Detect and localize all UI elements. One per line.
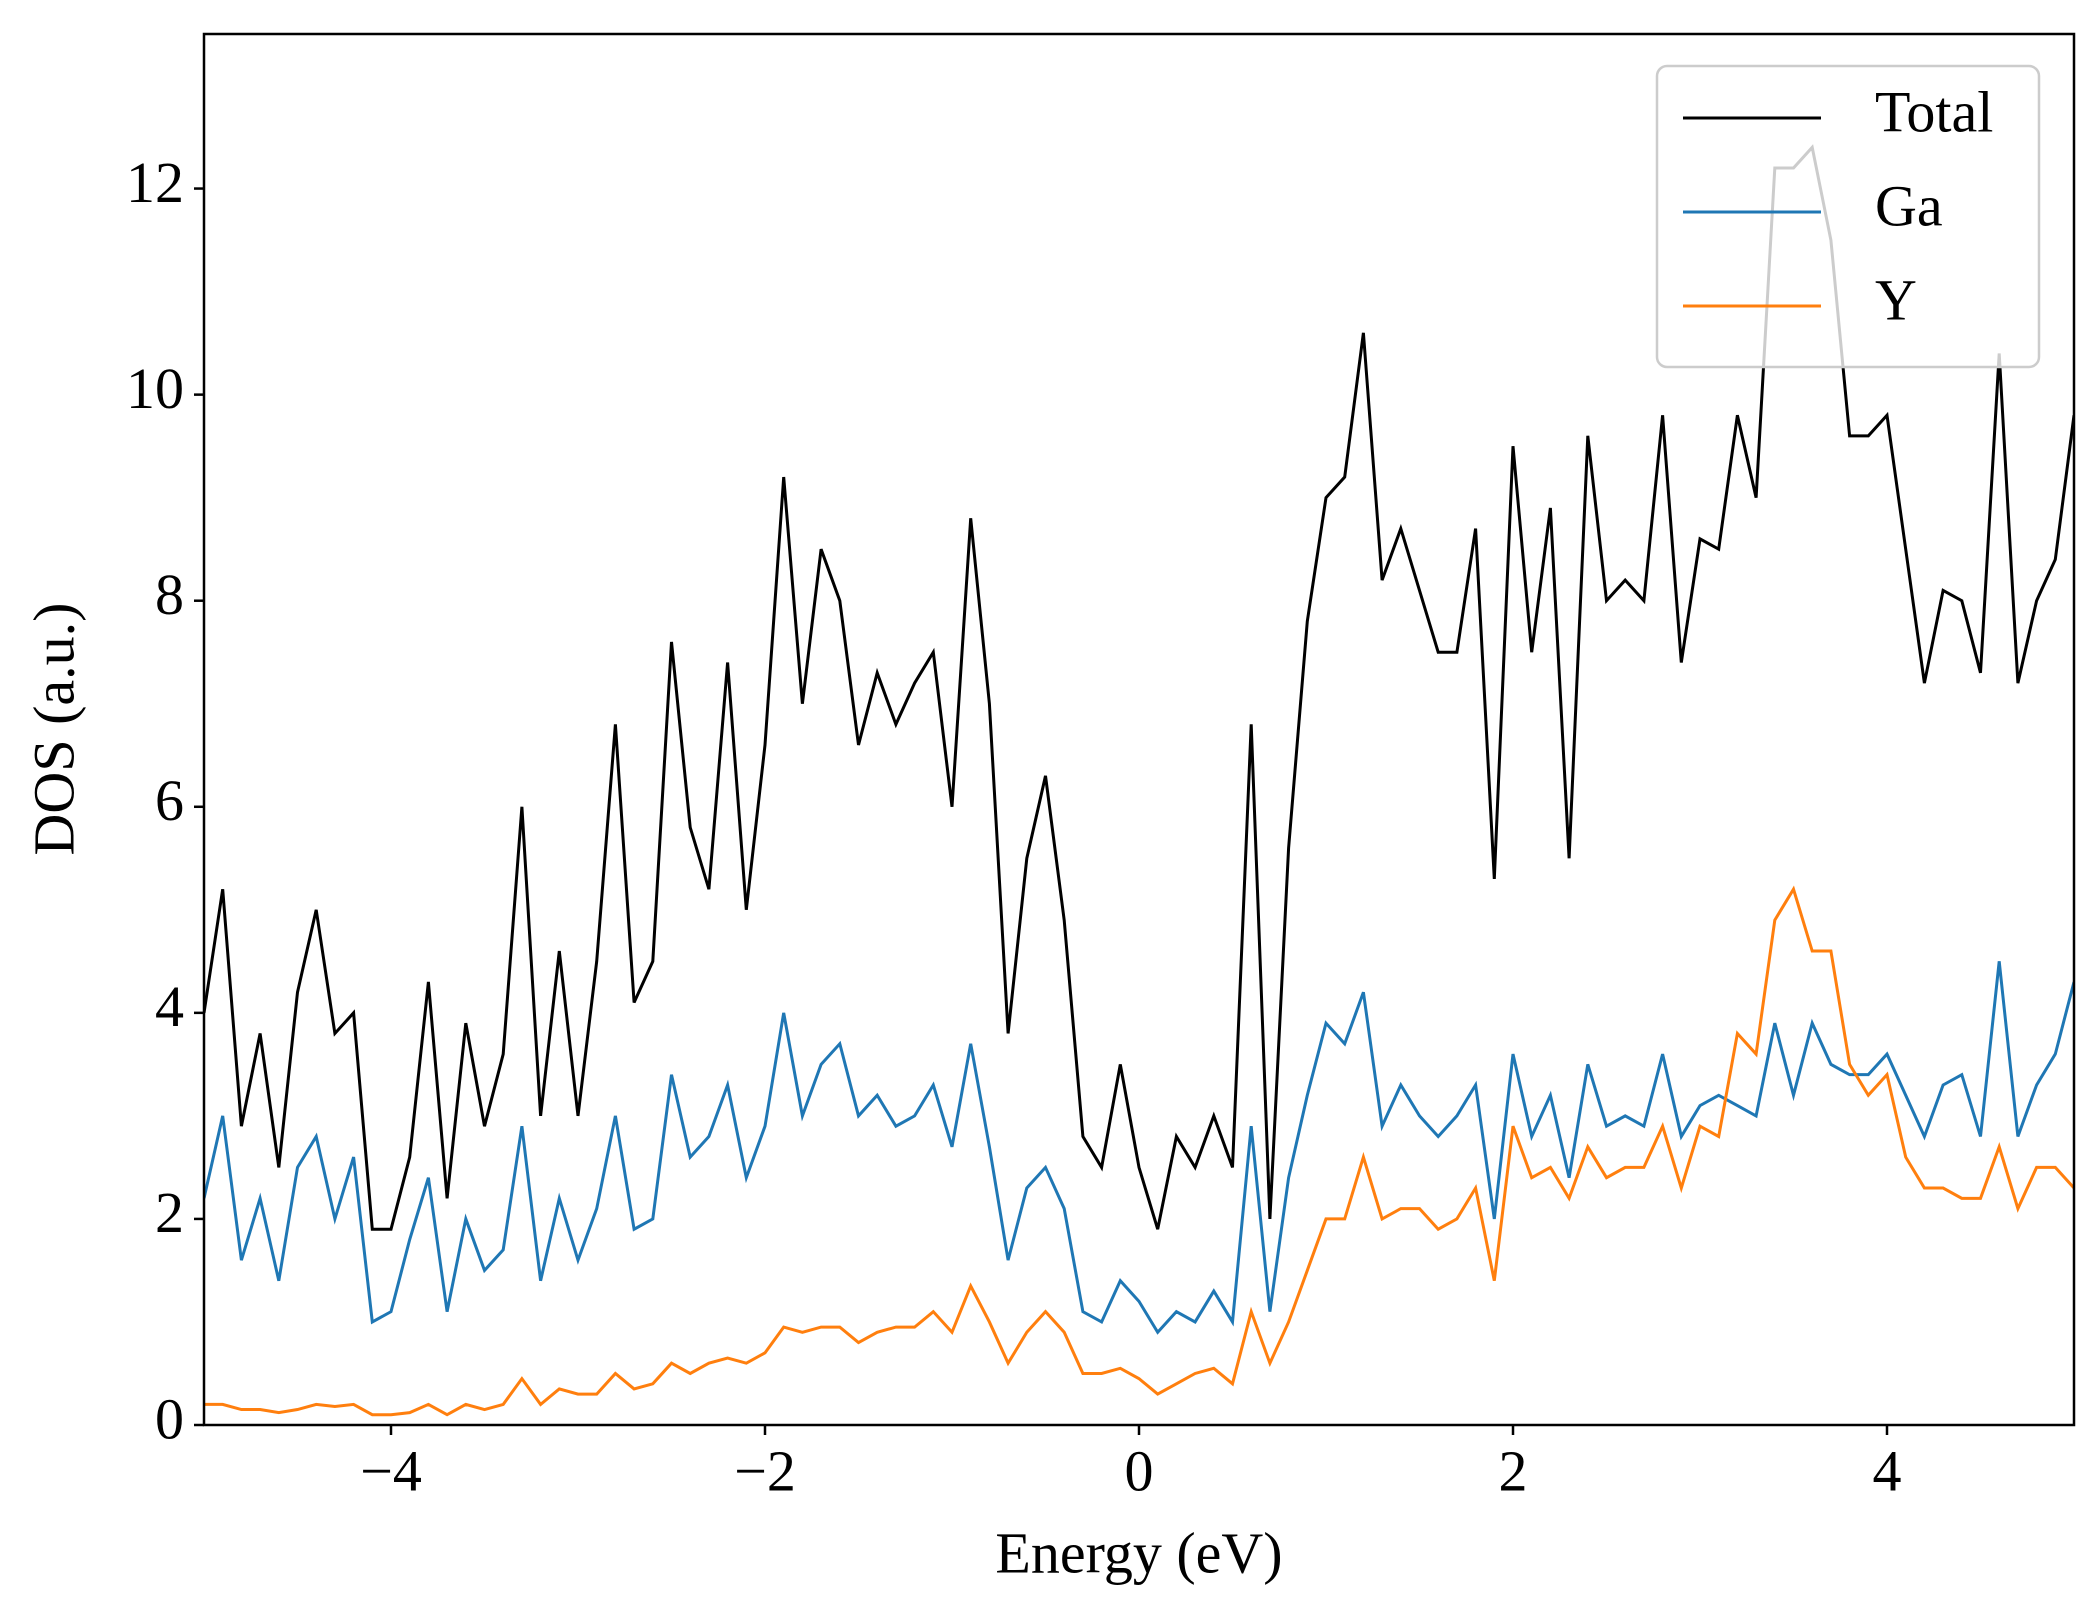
series-line bbox=[204, 885, 2074, 1417]
series-line bbox=[204, 144, 2074, 1231]
plot-lines bbox=[204, 144, 2074, 1417]
x-tick-label: −2 bbox=[734, 1438, 796, 1503]
y-tick-label: 12 bbox=[126, 150, 184, 215]
y-tick-label: 2 bbox=[155, 1180, 184, 1245]
x-tick-label: 2 bbox=[1499, 1438, 1528, 1503]
legend-label: Y bbox=[1875, 267, 1917, 332]
y-tick-label: 4 bbox=[155, 974, 184, 1039]
y-tick-label: 6 bbox=[155, 768, 184, 833]
y-tick-label: 8 bbox=[155, 562, 184, 627]
series-line bbox=[204, 961, 2074, 1335]
y-tick-label: 0 bbox=[155, 1386, 184, 1451]
legend-box bbox=[1655, 64, 2041, 369]
x-tick-label: 4 bbox=[1873, 1438, 1902, 1503]
legend-label: Ga bbox=[1875, 173, 1943, 238]
y-axis-label: DOS (a.u.) bbox=[21, 603, 86, 856]
x-axis-label: Energy (eV) bbox=[995, 1520, 1282, 1585]
x-tick-label: −4 bbox=[360, 1438, 422, 1503]
y-tick-label: 10 bbox=[126, 356, 184, 421]
x-tick-label: 0 bbox=[1125, 1438, 1154, 1503]
legend-label: Total bbox=[1875, 79, 1993, 144]
